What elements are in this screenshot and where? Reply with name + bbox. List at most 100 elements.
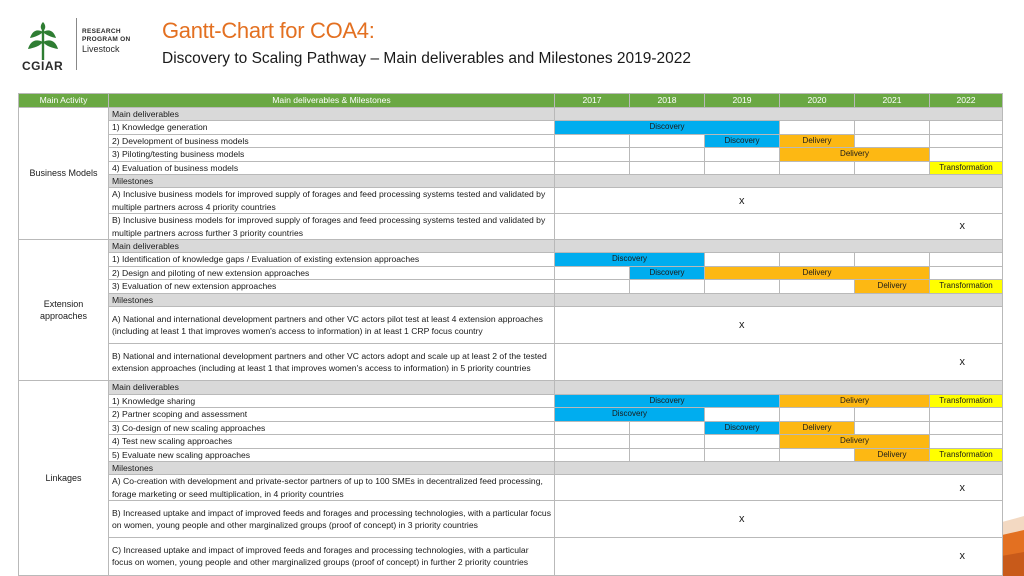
program-label: RESEARCH PROGRAM ON Livestock (82, 28, 131, 54)
gantt-bar-discovery: Discovery (554, 393, 780, 409)
timeline-empty-cell (704, 160, 780, 176)
section-row: Business Models Main deliverables (18, 106, 1003, 241)
timeline-empty-cell (779, 279, 855, 294)
timeline-empty-cell (929, 147, 1003, 162)
deliverable-label: 1) Knowledge generation (108, 120, 555, 135)
milestone-empty (779, 550, 853, 562)
milestone-timeline: x (554, 213, 1003, 241)
gantt-bar-discovery: Discovery (554, 407, 705, 422)
timeline-empty-cell (854, 120, 930, 135)
milestone-timeline: x (554, 537, 1003, 576)
milestone-empty (779, 195, 853, 207)
deliverable-label: B) Inclusive business models for improve… (108, 213, 555, 241)
cgiar-livestock-logo: CGIAR RESEARCH PROGRAM ON Livestock (22, 14, 147, 76)
deliverable-label: A) Co-creation with development and priv… (108, 474, 555, 502)
deliverable-label: 3) Co-design of new scaling approaches (108, 420, 555, 436)
deliverable-row: 1) Identification of knowledge gaps / Ev… (19, 252, 1003, 267)
section-row: Milestones (19, 292, 1003, 308)
page-title: Gantt-Chart for COA4: (162, 18, 375, 43)
deliverable-label: 1) Identification of knowledge gaps / Ev… (108, 252, 555, 267)
timeline-empty-cell (929, 407, 1003, 422)
milestone-empty (632, 319, 706, 331)
milestone-timeline: x (554, 474, 1003, 502)
milestone-empty (779, 220, 853, 232)
timeline-empty-cell (704, 147, 780, 162)
timeline-empty-cell (554, 279, 630, 294)
timeline-empty-cell (929, 120, 1003, 135)
gantt-bar-transformation: Transformation (929, 393, 1003, 409)
timeline-empty-cell (779, 120, 855, 135)
milestone-mark: x (959, 481, 966, 494)
milestone-empty (926, 195, 1000, 207)
milestone-empty (558, 356, 632, 368)
milestone-empty (632, 220, 706, 232)
timeline-empty-cell (629, 147, 705, 162)
timeline-empty-cell (704, 407, 780, 422)
deliverable-row: 4) Test new scaling approaches Delivery (19, 434, 1003, 449)
program-name: Livestock (82, 44, 120, 54)
milestone-empty (558, 482, 632, 494)
gantt-bar-delivery: Delivery (704, 265, 930, 281)
milestone-empty (852, 356, 926, 368)
section-timeline (554, 174, 1003, 189)
milestone-empty (705, 482, 779, 494)
timeline-empty-cell (704, 279, 780, 294)
section-label: Milestones (108, 174, 555, 189)
deliverable-label: 3) Evaluation of new extension approache… (108, 279, 555, 294)
deliverable-row: 2) Design and piloting of new extension … (19, 265, 1003, 281)
deliverable-label: 2) Development of business models (108, 133, 555, 149)
milestone-empty (852, 220, 926, 232)
timeline-empty-cell (629, 420, 705, 436)
milestone-empty (779, 356, 853, 368)
gantt-bar-transformation: Transformation (929, 279, 1003, 294)
deliverable-label: 1) Knowledge sharing (108, 393, 555, 409)
gantt-table: Main Activity Main deliverables & Milest… (18, 93, 1003, 576)
timeline-empty-cell (629, 434, 705, 449)
milestone-row: C) Increased uptake and impact of improv… (19, 537, 1003, 576)
year-header: 2020 (779, 93, 855, 108)
milestone-empty (558, 513, 632, 525)
timeline-empty-cell (929, 265, 1003, 281)
deliverable-label: A) National and international developmen… (108, 306, 555, 345)
timeline-empty-cell (779, 160, 855, 176)
milestone-empty (779, 482, 853, 494)
gantt-bar-delivery: Delivery (854, 447, 930, 462)
section-label: Milestones (108, 460, 555, 476)
year-header: 2018 (629, 93, 705, 108)
deliverable-label: C) Increased uptake and impact of improv… (108, 537, 555, 576)
program-line-1: RESEARCH (82, 28, 121, 35)
deliverable-label: 2) Design and piloting of new extension … (108, 265, 555, 281)
timeline-empty-cell (929, 434, 1003, 449)
timeline-empty-cell (929, 252, 1003, 267)
timeline-empty-cell (554, 147, 630, 162)
timeline-empty-cell (554, 420, 630, 436)
timeline-empty-cell (629, 447, 705, 462)
milestone-empty (558, 550, 632, 562)
timeline-empty-cell (929, 420, 1003, 436)
milestone-mark: x (739, 194, 745, 207)
section-label: Main deliverables (108, 106, 555, 122)
milestone-timeline: x (554, 187, 1003, 215)
timeline-empty-cell (779, 447, 855, 462)
deliverables-header: Main deliverables & Milestones (108, 93, 555, 108)
deliverable-label: 5) Evaluate new scaling approaches (108, 447, 555, 462)
deliverable-row: 3) Co-design of new scaling approaches Di… (19, 420, 1003, 436)
deliverable-label: B) Increased uptake and impact of improv… (108, 500, 555, 539)
milestone-empty (926, 513, 1000, 525)
year-header: 2017 (554, 93, 630, 108)
gantt-header-row: Main Activity Main deliverables & Milest… (18, 93, 1003, 108)
gantt-bar-delivery: Delivery (779, 420, 855, 436)
milestone-empty (852, 319, 926, 331)
gantt-bar-discovery: Discovery (629, 265, 705, 281)
wheat-emblem-icon (28, 22, 58, 60)
milestone-empty (926, 319, 1000, 331)
section-row: Linkages Main deliverables (18, 380, 1003, 576)
milestone-row: B) Increased uptake and impact of improv… (19, 500, 1003, 539)
deliverable-row: 4) Evaluation of business models Transfor… (19, 160, 1003, 176)
deliverable-label: 4) Evaluation of business models (108, 160, 555, 176)
milestone-empty (852, 513, 926, 525)
gantt-bar-discovery: Discovery (554, 252, 705, 267)
timeline-empty-cell (854, 420, 930, 436)
milestone-empty (632, 482, 706, 494)
deliverable-row: 3) Piloting/testing business models Deliv… (19, 147, 1003, 162)
